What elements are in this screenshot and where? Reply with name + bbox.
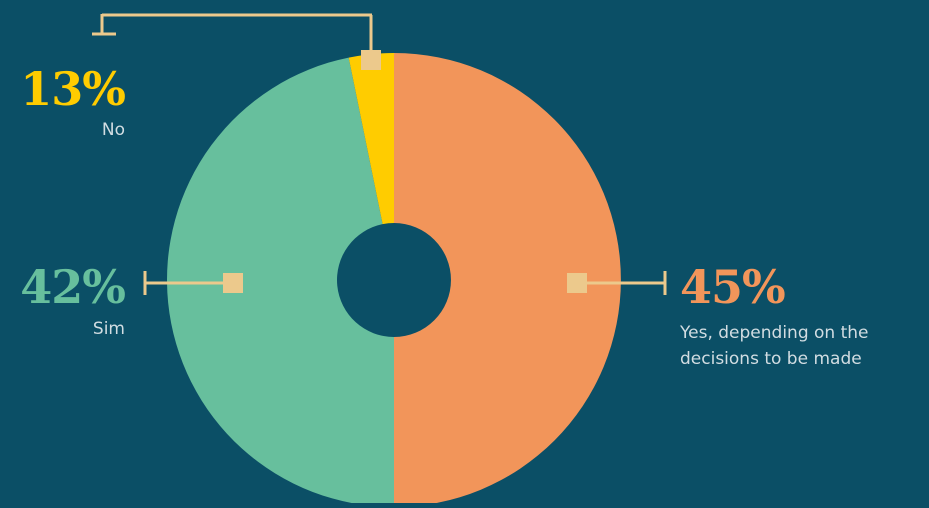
slice-sim bbox=[167, 57, 394, 507]
sim-caption: Sim bbox=[92, 319, 125, 339]
slice-no bbox=[348, 53, 394, 225]
slice-yes bbox=[394, 53, 621, 507]
no-connector-marker bbox=[361, 50, 381, 70]
no-caption: No bbox=[101, 120, 125, 140]
yes-percent-label: 45% bbox=[680, 260, 786, 314]
sim-percent-label: 42% bbox=[20, 260, 126, 314]
yes-connector-marker bbox=[567, 273, 587, 293]
sim-connector-marker bbox=[223, 273, 243, 293]
yes-caption: Yes, depending on the decisions to be ma… bbox=[680, 323, 869, 369]
no-percent-label: 13% bbox=[20, 62, 126, 116]
